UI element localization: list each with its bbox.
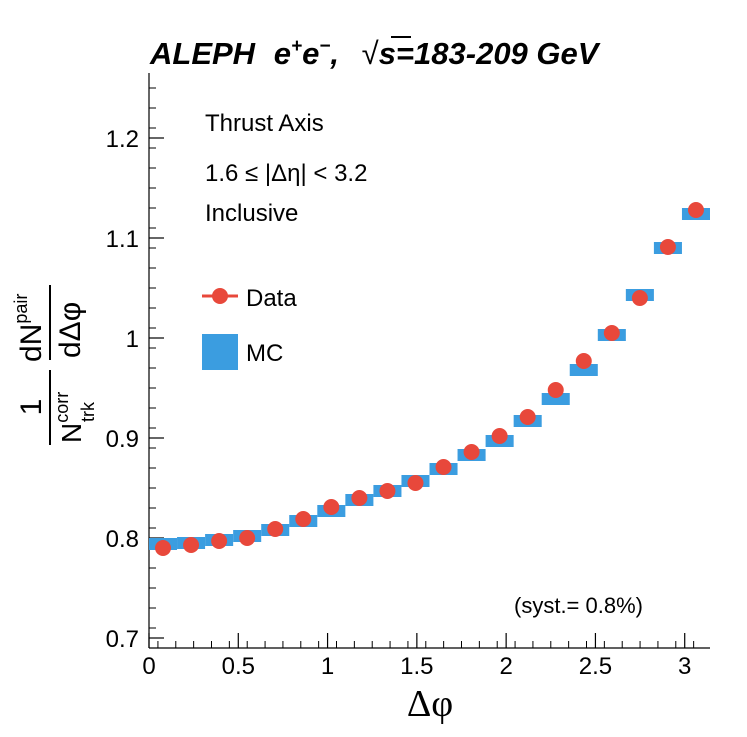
- title-beam-plus: +: [291, 36, 302, 57]
- y-label-one: 1: [15, 399, 48, 416]
- y-tick-label: 0.8: [106, 526, 139, 553]
- y-tick-label: 0.9: [106, 426, 139, 453]
- data-point: [323, 499, 340, 515]
- systematic-note: (syst.= 0.8%): [514, 593, 643, 618]
- mc-series: [149, 208, 710, 550]
- y-label-ddphi: dΔφ: [54, 302, 87, 358]
- y-label-dn: dN: [15, 324, 48, 362]
- y-tick-label: 0.7: [106, 626, 139, 653]
- data-point: [631, 290, 648, 306]
- legend-mc-swatch: [202, 334, 238, 370]
- mc-box: [569, 364, 598, 376]
- title-beam: e: [274, 36, 291, 71]
- data-series: [155, 202, 704, 556]
- x-tick-label: 0.5: [222, 653, 255, 680]
- data-point: [295, 511, 312, 527]
- title-sqrt: √: [362, 36, 379, 71]
- title-beam-2: e: [302, 36, 319, 71]
- data-point: [435, 459, 452, 475]
- data-point: [519, 409, 536, 425]
- annotation-inclusive: Inclusive: [205, 200, 298, 227]
- title-experiment: ALEPH: [149, 36, 256, 71]
- legend: Data MC: [202, 285, 297, 370]
- y-tick-label: 1: [126, 326, 139, 353]
- legend-mc-label: MC: [246, 340, 283, 367]
- data-point: [407, 475, 424, 491]
- data-point: [267, 521, 284, 537]
- x-tick-label: 1.5: [400, 653, 433, 680]
- chart-title: ALEPH e+e−, √s=183-209 GeV: [149, 36, 601, 71]
- data-point: [379, 483, 396, 499]
- legend-data-label: Data: [246, 285, 297, 312]
- title-beam-minus: −: [319, 36, 330, 57]
- legend-data-marker: [212, 288, 228, 304]
- data-point: [575, 353, 592, 369]
- data-point: [547, 382, 564, 398]
- y-tick-label: 1.2: [106, 126, 139, 153]
- data-point: [211, 533, 228, 549]
- data-point: [183, 537, 200, 553]
- y-label-n: N: [56, 423, 87, 443]
- x-axis-label: Δφ: [407, 683, 453, 725]
- x-tick-label: 2: [499, 653, 512, 680]
- data-point: [491, 428, 508, 444]
- y-ticks: 0.7 0.8 0.9 1 1.1 1.2: [106, 126, 164, 653]
- data-point: [603, 325, 620, 341]
- data-point: [659, 239, 676, 255]
- title-sep: ,: [329, 36, 339, 71]
- data-point: [687, 202, 704, 218]
- annotation-eta-range: 1.6 ≤ |Δη| < 3.2: [205, 160, 367, 187]
- y-tick-label: 1.1: [106, 226, 139, 253]
- y-axis-label: 1 Ncorr trk dNpair dΔφ: [11, 285, 98, 445]
- title-energy: s=183-209 GeV: [379, 36, 601, 71]
- y-label-corr: corr: [52, 392, 72, 423]
- y-label-trk: trk: [78, 401, 98, 422]
- x-tick-label: 3: [678, 653, 691, 680]
- y-label-ncorr: Ncorr: [52, 392, 87, 443]
- x-tick-label: 0: [142, 653, 155, 680]
- mc-box: [541, 393, 570, 405]
- x-tick-label: 2.5: [579, 653, 612, 680]
- annotation-thrust-axis: Thrust Axis: [205, 110, 324, 137]
- data-point: [239, 530, 256, 546]
- data-point: [351, 490, 368, 506]
- x-tick-label: 1: [321, 653, 334, 680]
- data-point: [155, 540, 172, 556]
- y-label-dnpair: dNpair: [11, 294, 48, 362]
- y-label-pair: pair: [11, 294, 31, 324]
- x-ticks: 0 0.5 1 1.5 2 2.5 3: [142, 633, 691, 680]
- data-point: [463, 444, 480, 460]
